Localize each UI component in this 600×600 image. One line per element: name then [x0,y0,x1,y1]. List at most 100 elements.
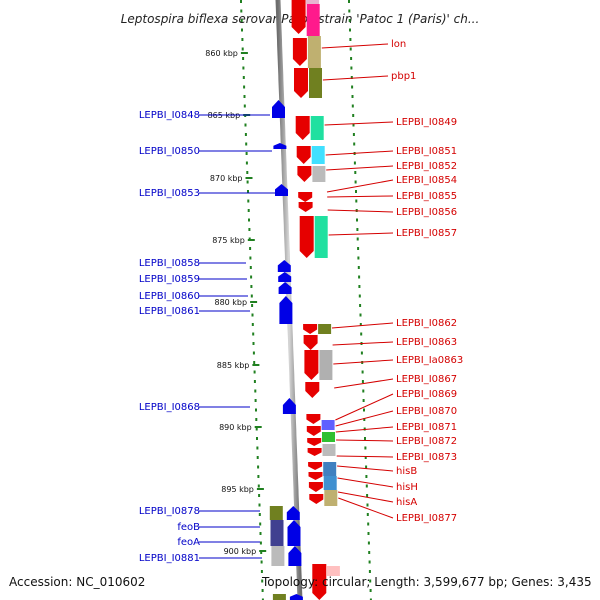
gene-label-right: LEPBI_I0856 [396,207,457,218]
leader-line-right [326,179,394,193]
scale-tick-right [353,142,356,146]
scale-tick-right [368,560,371,564]
scale-tick-right [359,304,362,307]
gene-category-box [271,546,285,566]
forward-gene-arrow [294,68,308,98]
reverse-gene-arrow [288,546,302,566]
gene-label-right: LEPBI_I0862 [396,318,457,329]
scale-tick-left [247,209,250,212]
scale-tick-left [242,66,245,70]
scale-tick-right [364,446,367,450]
gene-label-right: LEPBI_I0852 [396,161,457,172]
gene-category-box [312,166,326,182]
scale-tick-left [241,38,244,41]
scale-tick-right [355,199,358,203]
forward-gene-arrow [303,335,318,350]
scale-tick-left [256,437,258,440]
scale-tick-right [350,57,353,60]
gene-label-right: LEPBI_I0851 [396,146,457,157]
scale-tick-right [348,0,350,3]
scale-tick-right [368,551,371,554]
scale-tick-left [258,503,261,507]
kbp-tick [256,488,264,490]
scale-tick-left [241,47,244,51]
reverse-gene-arrow [287,520,301,546]
gene-label-right: LEPBI_I0870 [396,406,457,417]
gene-label-left: LEPBI_I0878 [139,506,200,517]
forward-gene-arrow [312,564,327,600]
reverse-gene-arrow [289,594,303,600]
scale-tick-left [259,541,262,545]
gene-category-box [306,4,320,36]
leader-line-right [328,232,394,236]
gene-category-box [309,68,322,98]
scale-tick-left [260,570,263,573]
forward-gene-arrow [298,192,313,202]
scale-tick-left [242,57,245,60]
leader-line-right [327,209,394,213]
forward-gene-arrow [308,472,323,480]
gene-label-left: LEPBI_I0881 [139,553,200,564]
reverse-gene-arrow [278,282,292,294]
gene-category-box [272,594,286,600]
scale-tick-left [246,171,249,174]
scale-tick-left [251,313,254,317]
gene-category-box [269,506,283,520]
gene-label-right: LEPBI_I0873 [396,452,457,463]
gene-category-box [311,146,325,164]
gene-label-right: hisB [396,466,417,477]
leader-line-right [337,477,394,488]
gene-label-right: LEPBI_I0872 [396,436,457,447]
scale-tick-left [258,513,261,516]
gene-category-box [322,432,335,442]
scale-tick-right [369,598,372,600]
gene-label-right: LEPBI_I0855 [396,191,457,202]
kbp-label: 900 kbp [224,547,257,556]
leader-line-right [336,455,394,458]
kbp-tick [259,550,267,552]
scale-tick-left [255,408,257,412]
scale-tick-right [350,76,353,79]
scale-tick-left [253,361,256,364]
reverse-gene-arrow [275,184,288,196]
reverse-gene-arrow [272,100,285,118]
scale-tick-left [240,19,243,22]
forward-gene-arrow [296,146,311,164]
scale-tick-right [349,28,351,32]
scale-tick-right [352,114,355,117]
gene-label-left: LEPBI_I0853 [139,188,200,199]
gene-label-left: LEPBI_I0859 [139,274,200,285]
gene-label-right: LEPBI_I0849 [396,117,457,128]
forward-strand-gene-labels: lon pbp1 LEPBI_I0849 LEPBI_I0851 LEPBI_I0852… [391,39,463,524]
kbp-tick [247,239,255,241]
scale-tick-left [257,465,260,469]
leader-line-right [335,393,394,421]
scale-tick-right [365,475,368,478]
scale-tick-left [240,9,243,13]
gene-category-box [323,476,337,490]
scale-tick-left [240,0,242,3]
gene-label-left: LEPBI_I0860 [139,291,200,302]
gene-label-left: feoA [177,537,200,548]
scale-tick-right [365,484,368,488]
scale-tick-left [256,456,259,459]
gene-category-box [306,0,320,4]
forward-gene-arrow [303,324,318,334]
reverse-gene-arrow [286,506,300,520]
scale-tick-right [367,532,370,535]
forward-gene-arrow [295,116,310,140]
gene-category-box [310,116,324,140]
scale-tick-left [253,370,256,374]
scale-tick-right [355,190,357,193]
scale-tick-left [258,494,261,497]
scale-tick-right [368,570,371,573]
forward-gene-arrow [308,482,323,492]
scale-tick-right [352,123,355,127]
scale-tick-right [366,494,369,497]
leader-line-right [337,465,394,472]
scale-tick-right [351,104,354,108]
scale-tick-left [250,294,253,298]
leader-line-right [335,426,394,433]
